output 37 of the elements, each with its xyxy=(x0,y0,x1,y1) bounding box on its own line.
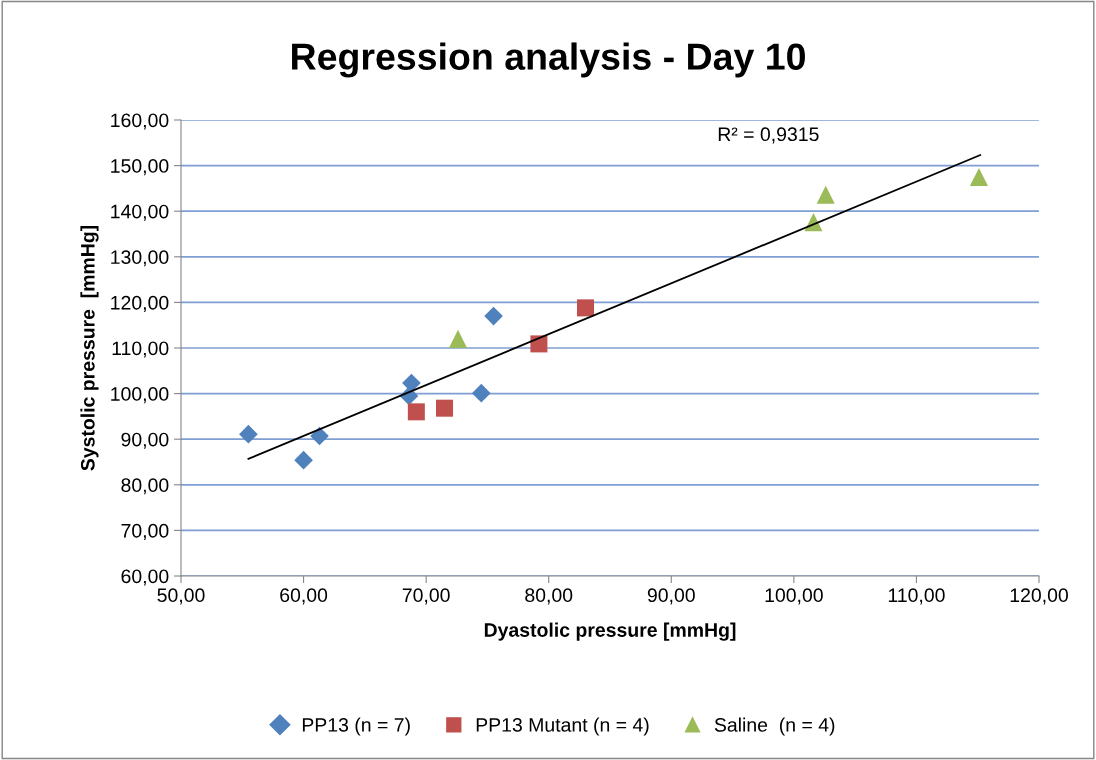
x-tick-label: 100,00 xyxy=(765,588,823,605)
y-axis-title: Systolic pressure [mmHg] xyxy=(80,225,99,471)
y-tick-label: 100,00 xyxy=(111,387,169,404)
x-tick-label: 120,00 xyxy=(1010,588,1068,605)
x-tick-label: 50,00 xyxy=(157,588,205,605)
point xyxy=(484,306,503,326)
y-tick-label: 110,00 xyxy=(112,341,169,358)
x-axis-title: Dyastolic pressure [mmHg] xyxy=(484,622,736,641)
y-tick-label: 120,00 xyxy=(111,295,169,312)
y-tick-label: 70,00 xyxy=(121,523,169,540)
x-tick-label: 110,00 xyxy=(888,588,945,605)
legend-label: PP13 (n = 7) xyxy=(302,717,410,736)
y-tick-label: 150,00 xyxy=(111,159,169,176)
y-tick-label: 90,00 xyxy=(121,432,169,449)
point xyxy=(407,403,425,421)
x-tick-label: 90,00 xyxy=(647,588,695,605)
x-tick-label: 80,00 xyxy=(525,588,573,605)
y-tick-label: 140,00 xyxy=(111,204,169,221)
point xyxy=(816,185,835,204)
y-tick-label: 60,00 xyxy=(121,569,169,586)
y-tick-label: 130,00 xyxy=(111,250,169,267)
point xyxy=(471,383,491,403)
chart-title: Regression analysis - Day 10 xyxy=(292,42,805,78)
legend-label: PP13 Mutant (n = 4) xyxy=(476,717,649,736)
x-tick-label: 60,00 xyxy=(280,588,328,605)
y-tick-label: 160,00 xyxy=(111,113,169,130)
point xyxy=(576,299,594,317)
point xyxy=(239,424,258,444)
y-tick-label: 80,00 xyxy=(121,478,169,495)
point xyxy=(969,167,988,187)
point xyxy=(402,373,421,393)
point xyxy=(448,329,468,348)
annotation: R² = 0,9315 xyxy=(718,127,819,144)
legend-label: Saline (n = 4) xyxy=(714,717,835,736)
point xyxy=(294,450,313,470)
point xyxy=(436,399,454,417)
x-tick-label: 70,00 xyxy=(402,588,450,605)
